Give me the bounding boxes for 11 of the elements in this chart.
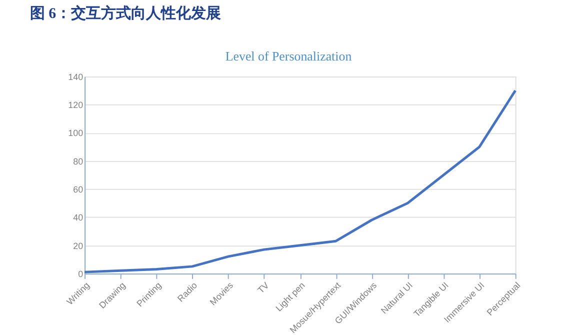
y-tick-label: 120 xyxy=(68,100,84,110)
y-tick-label: 20 xyxy=(73,240,84,251)
y-tick-label: 140 xyxy=(68,72,84,82)
chart-subtitle: Level of Personalization xyxy=(225,48,352,64)
chart-title: 图 6：交互方式向人性化发展 xyxy=(30,4,222,22)
y-tick-label: 80 xyxy=(73,156,84,166)
x-tick-label: TV xyxy=(256,280,271,296)
y-tick-label: 40 xyxy=(73,212,84,223)
y-tick-label: 100 xyxy=(68,128,84,138)
y-tick-label: 0 xyxy=(78,268,84,279)
y-tick-label: 60 xyxy=(73,184,84,195)
